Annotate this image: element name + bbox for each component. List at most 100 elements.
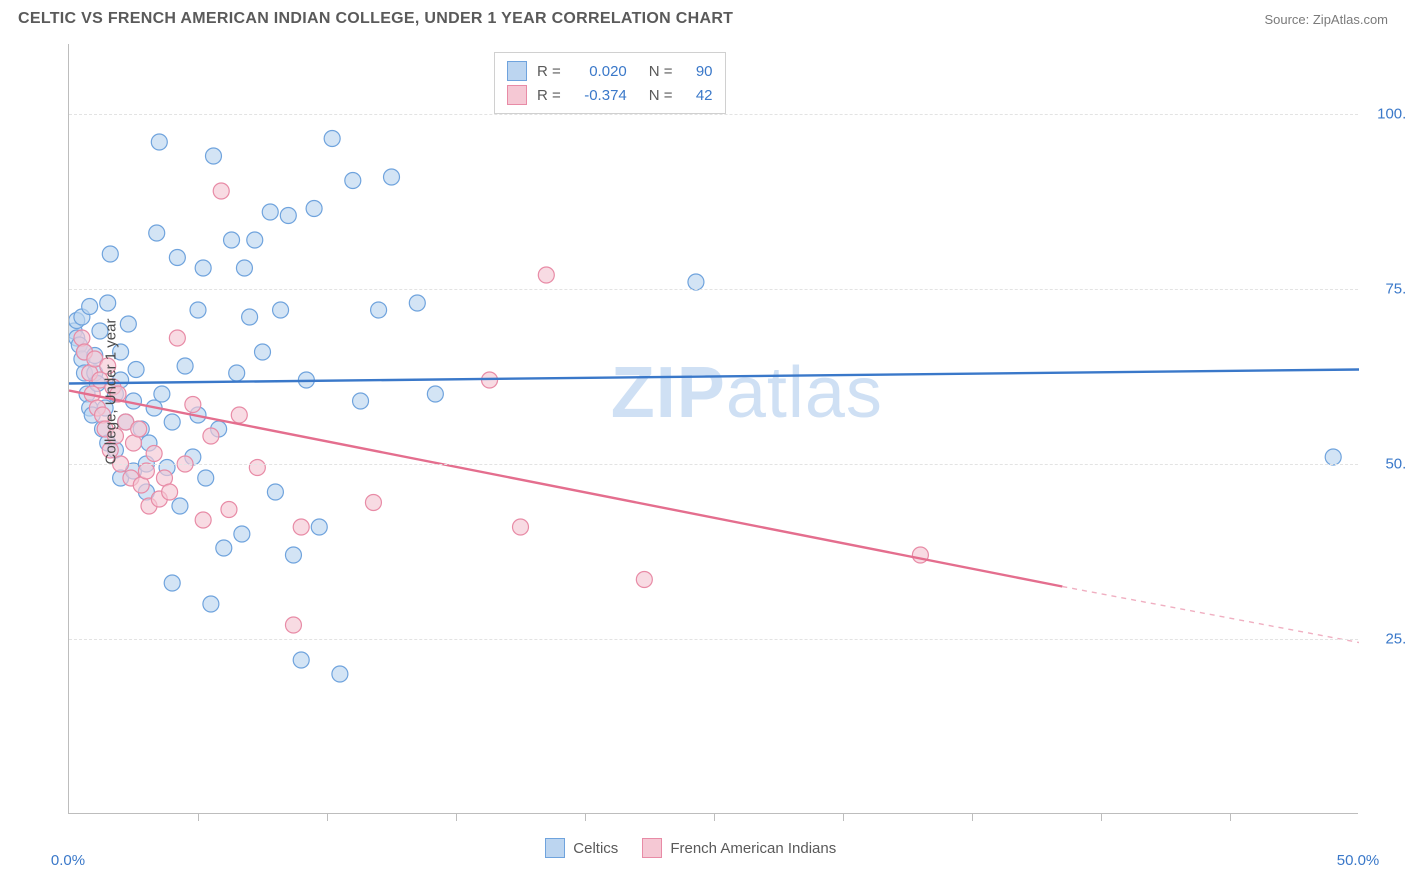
- data-point: [221, 502, 237, 518]
- data-point: [190, 407, 206, 423]
- legend-series: CelticsFrench American Indians: [545, 838, 836, 858]
- data-point: [118, 414, 134, 430]
- data-point: [688, 274, 704, 290]
- data-point: [224, 232, 240, 248]
- data-point: [141, 435, 157, 451]
- data-point: [242, 309, 258, 325]
- data-point: [138, 484, 154, 500]
- data-point: [538, 267, 554, 283]
- r-value: -0.374: [571, 87, 627, 104]
- data-point: [273, 302, 289, 318]
- data-point: [190, 302, 206, 318]
- data-point: [82, 365, 98, 381]
- data-point: [120, 316, 136, 332]
- n-value: 90: [683, 63, 713, 80]
- regression-line: [69, 370, 1359, 384]
- data-point: [513, 519, 529, 535]
- data-point: [164, 414, 180, 430]
- data-point: [255, 344, 271, 360]
- data-point: [280, 208, 296, 224]
- n-value: 42: [683, 87, 713, 104]
- r-label: R =: [537, 87, 561, 104]
- x-tick: [1230, 813, 1231, 821]
- n-label: N =: [649, 63, 673, 80]
- data-point: [69, 313, 85, 329]
- data-point: [164, 575, 180, 591]
- data-point: [123, 470, 139, 486]
- data-point: [231, 407, 247, 423]
- gridline: [69, 464, 1358, 465]
- data-point: [1325, 449, 1341, 465]
- r-label: R =: [537, 63, 561, 80]
- x-tick-label: 0.0%: [51, 852, 85, 869]
- gridline: [69, 114, 1358, 115]
- data-point: [236, 260, 252, 276]
- n-label: N =: [649, 87, 673, 104]
- x-tick: [456, 813, 457, 821]
- data-point: [102, 246, 118, 262]
- data-point: [84, 386, 100, 402]
- data-point: [169, 250, 185, 266]
- data-point: [133, 421, 149, 437]
- x-tick-label: 50.0%: [1337, 852, 1380, 869]
- data-point: [69, 330, 85, 346]
- data-point: [311, 519, 327, 535]
- data-point: [203, 428, 219, 444]
- x-tick: [843, 813, 844, 821]
- data-point: [293, 652, 309, 668]
- watermark-zip: ZIP: [611, 353, 726, 433]
- data-point: [636, 572, 652, 588]
- y-tick-label: 50.0%: [1366, 456, 1406, 473]
- data-point: [151, 134, 167, 150]
- data-point: [298, 372, 314, 388]
- regression-lines: [69, 44, 1359, 814]
- x-tick: [972, 813, 973, 821]
- data-point: [126, 393, 142, 409]
- data-point: [74, 330, 90, 346]
- data-point: [324, 131, 340, 147]
- x-tick: [585, 813, 586, 821]
- data-point: [229, 365, 245, 381]
- x-tick: [1101, 813, 1102, 821]
- data-point: [82, 299, 98, 315]
- regression-extrapolation: [1062, 587, 1359, 643]
- data-point: [149, 225, 165, 241]
- data-point: [141, 498, 157, 514]
- data-point: [131, 421, 147, 437]
- data-point: [185, 397, 201, 413]
- data-point: [76, 344, 92, 360]
- data-point: [172, 498, 188, 514]
- legend-label: French American Indians: [670, 840, 836, 857]
- data-point: [203, 596, 219, 612]
- data-point: [371, 302, 387, 318]
- legend-swatch: [642, 838, 662, 858]
- data-point: [912, 547, 928, 563]
- legend-swatch: [545, 838, 565, 858]
- data-point: [332, 666, 348, 682]
- data-point: [195, 260, 211, 276]
- legend-stats: R =0.020N =90R =-0.374N =42: [494, 52, 726, 114]
- legend-swatch: [507, 61, 527, 81]
- data-point: [249, 460, 265, 476]
- data-point: [177, 358, 193, 374]
- legend-stats-row: R = -0.374 N = 42: [507, 83, 713, 107]
- y-tick-label: 75.0%: [1366, 281, 1406, 298]
- data-point: [409, 295, 425, 311]
- data-point: [118, 414, 134, 430]
- x-tick: [327, 813, 328, 821]
- data-point: [154, 386, 170, 402]
- data-point: [156, 470, 172, 486]
- data-point: [76, 365, 92, 381]
- data-point: [128, 362, 144, 378]
- y-tick-label: 25.0%: [1366, 631, 1406, 648]
- data-point: [159, 460, 175, 476]
- data-point: [146, 400, 162, 416]
- data-point: [185, 449, 201, 465]
- data-point: [285, 547, 301, 563]
- y-axis-label: College, Under 1 year: [102, 318, 119, 464]
- data-point: [306, 201, 322, 217]
- legend-item: French American Indians: [642, 838, 836, 858]
- data-point: [482, 372, 498, 388]
- data-point: [211, 421, 227, 437]
- data-point: [133, 477, 149, 493]
